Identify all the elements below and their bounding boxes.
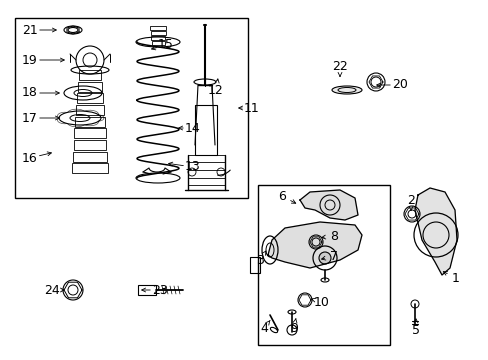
FancyArrowPatch shape [217,170,230,175]
Text: 24: 24 [44,284,60,297]
Text: 21: 21 [22,23,38,36]
Bar [150,26,165,30]
Bar [138,285,156,295]
Polygon shape [299,190,357,220]
Bar [77,93,103,103]
Text: 3: 3 [256,253,264,266]
Text: 15: 15 [158,39,174,51]
Text: 12: 12 [208,84,224,96]
Polygon shape [267,222,361,268]
Text: 13: 13 [185,161,201,174]
Text: 23: 23 [152,284,167,297]
Bar [195,105,217,155]
Bar [72,163,108,173]
Text: 1: 1 [451,271,459,284]
Bar [150,31,165,35]
Text: 18: 18 [22,86,38,99]
Bar [151,36,164,40]
Text: 5: 5 [411,324,419,337]
Text: 22: 22 [331,59,347,72]
Bar [74,128,105,138]
Bar [73,140,106,150]
Text: 6: 6 [278,189,285,202]
Text: 2: 2 [406,194,414,207]
Text: 20: 20 [391,78,407,91]
Text: 14: 14 [185,122,201,135]
Bar [249,257,260,273]
Bar [79,70,101,80]
Text: 7: 7 [329,249,337,262]
Polygon shape [414,188,456,275]
Text: 9: 9 [289,321,297,334]
Text: 16: 16 [22,152,38,165]
Text: 10: 10 [313,296,329,309]
Bar [76,105,104,115]
Bar [258,185,389,345]
Bar [151,41,164,45]
Bar [75,117,104,127]
Circle shape [318,252,330,264]
Text: 11: 11 [244,102,259,114]
Bar [78,82,102,91]
Text: 8: 8 [329,230,337,243]
Text: 17: 17 [22,112,38,125]
Ellipse shape [331,86,361,94]
Bar [73,152,107,162]
Text: 4: 4 [260,321,267,334]
Bar [15,18,247,198]
Text: 19: 19 [22,54,38,67]
